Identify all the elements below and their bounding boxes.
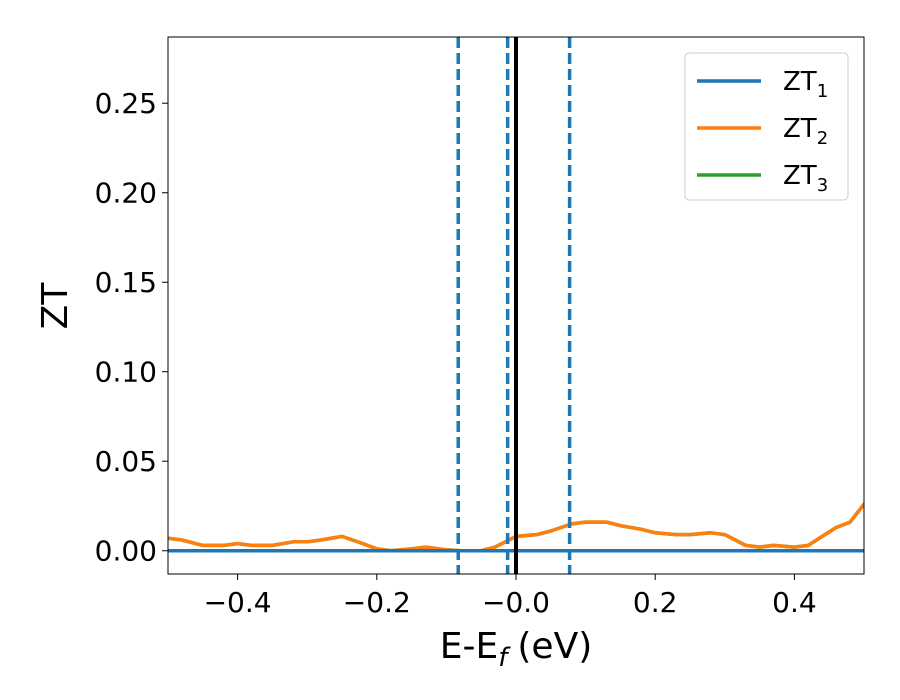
y-axis-label: ZT: [35, 282, 76, 330]
plot-area: [168, 37, 864, 574]
y-tick-label: 0.25: [95, 87, 157, 120]
x-tick-label: −0.0: [482, 586, 550, 619]
x-tick-label: −0.4: [204, 586, 272, 619]
x-axis-label-unit: (eV): [517, 626, 592, 667]
legend: ZT1 ZT2 ZT3: [684, 52, 849, 201]
x-axis-ticks: −0.4 −0.2 −0.0 0.2 0.4: [204, 574, 817, 619]
x-axis-label: E-Ef (eV): [440, 626, 593, 673]
legend-label-zt2: ZT2: [783, 114, 828, 149]
legend-entries: ZT1 ZT2 ZT3: [697, 67, 828, 196]
y-tick-label: 0.15: [95, 266, 157, 299]
x-tick-label: 0.2: [633, 586, 678, 619]
y-tick-label: 0.05: [95, 445, 157, 478]
x-tick-label: −0.2: [343, 586, 411, 619]
legend-label-zt1: ZT1: [783, 67, 828, 102]
legend-box: [684, 52, 849, 201]
x-axis-label-main: E-E: [440, 626, 498, 667]
y-tick-label: 0.20: [95, 177, 157, 210]
legend-label-zt3: ZT3: [783, 161, 828, 196]
y-tick-label: 0.00: [95, 535, 157, 568]
x-tick-label: 0.4: [772, 586, 817, 619]
y-tick-label: 0.10: [95, 356, 157, 389]
y-axis-ticks: 0.00 0.05 0.10 0.15 0.20 0.25: [95, 87, 168, 568]
